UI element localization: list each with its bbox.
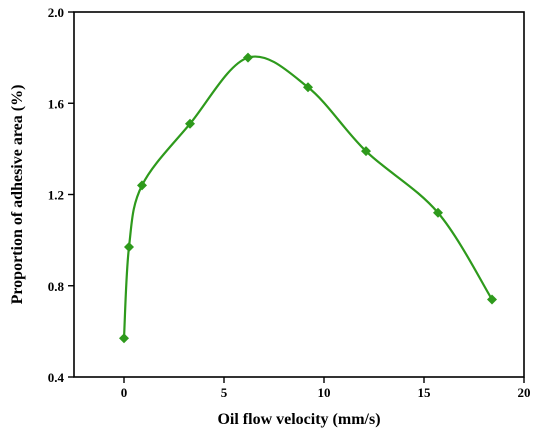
- data-point: [137, 180, 147, 191]
- data-point: [243, 52, 253, 63]
- x-tick-label: 20: [518, 385, 531, 400]
- data-point: [185, 118, 195, 129]
- y-tick-label: 1.2: [48, 188, 64, 203]
- y-tick-label: 0.8: [48, 279, 65, 294]
- y-tick-label: 0.4: [48, 370, 65, 385]
- plot-frame: [73, 11, 525, 378]
- y-axis-title: Proportion of adhesive area (%): [9, 85, 26, 305]
- x-axis-title: Oil flow velocity (mm/s): [217, 411, 380, 428]
- y-axis: 0.4 0.8 1.2 1.6 2.0: [48, 5, 74, 385]
- x-axis: 0 5 10 15 20: [121, 377, 531, 400]
- x-tick-label: 10: [318, 385, 331, 400]
- data-point: [124, 241, 134, 252]
- x-tick-label: 0: [121, 385, 128, 400]
- series-line: [122, 55, 493, 339]
- y-tick-label: 1.6: [48, 96, 65, 111]
- x-tick-label: 15: [418, 385, 432, 400]
- data-point: [119, 333, 129, 344]
- curve-layer: [122, 55, 493, 339]
- y-tick-label: 2.0: [48, 5, 64, 20]
- data-point: [487, 294, 497, 305]
- marker-layer: [119, 52, 497, 344]
- x-tick-label: 5: [221, 385, 228, 400]
- data-point: [303, 82, 313, 93]
- data-point: [361, 146, 371, 157]
- data-point: [433, 207, 443, 218]
